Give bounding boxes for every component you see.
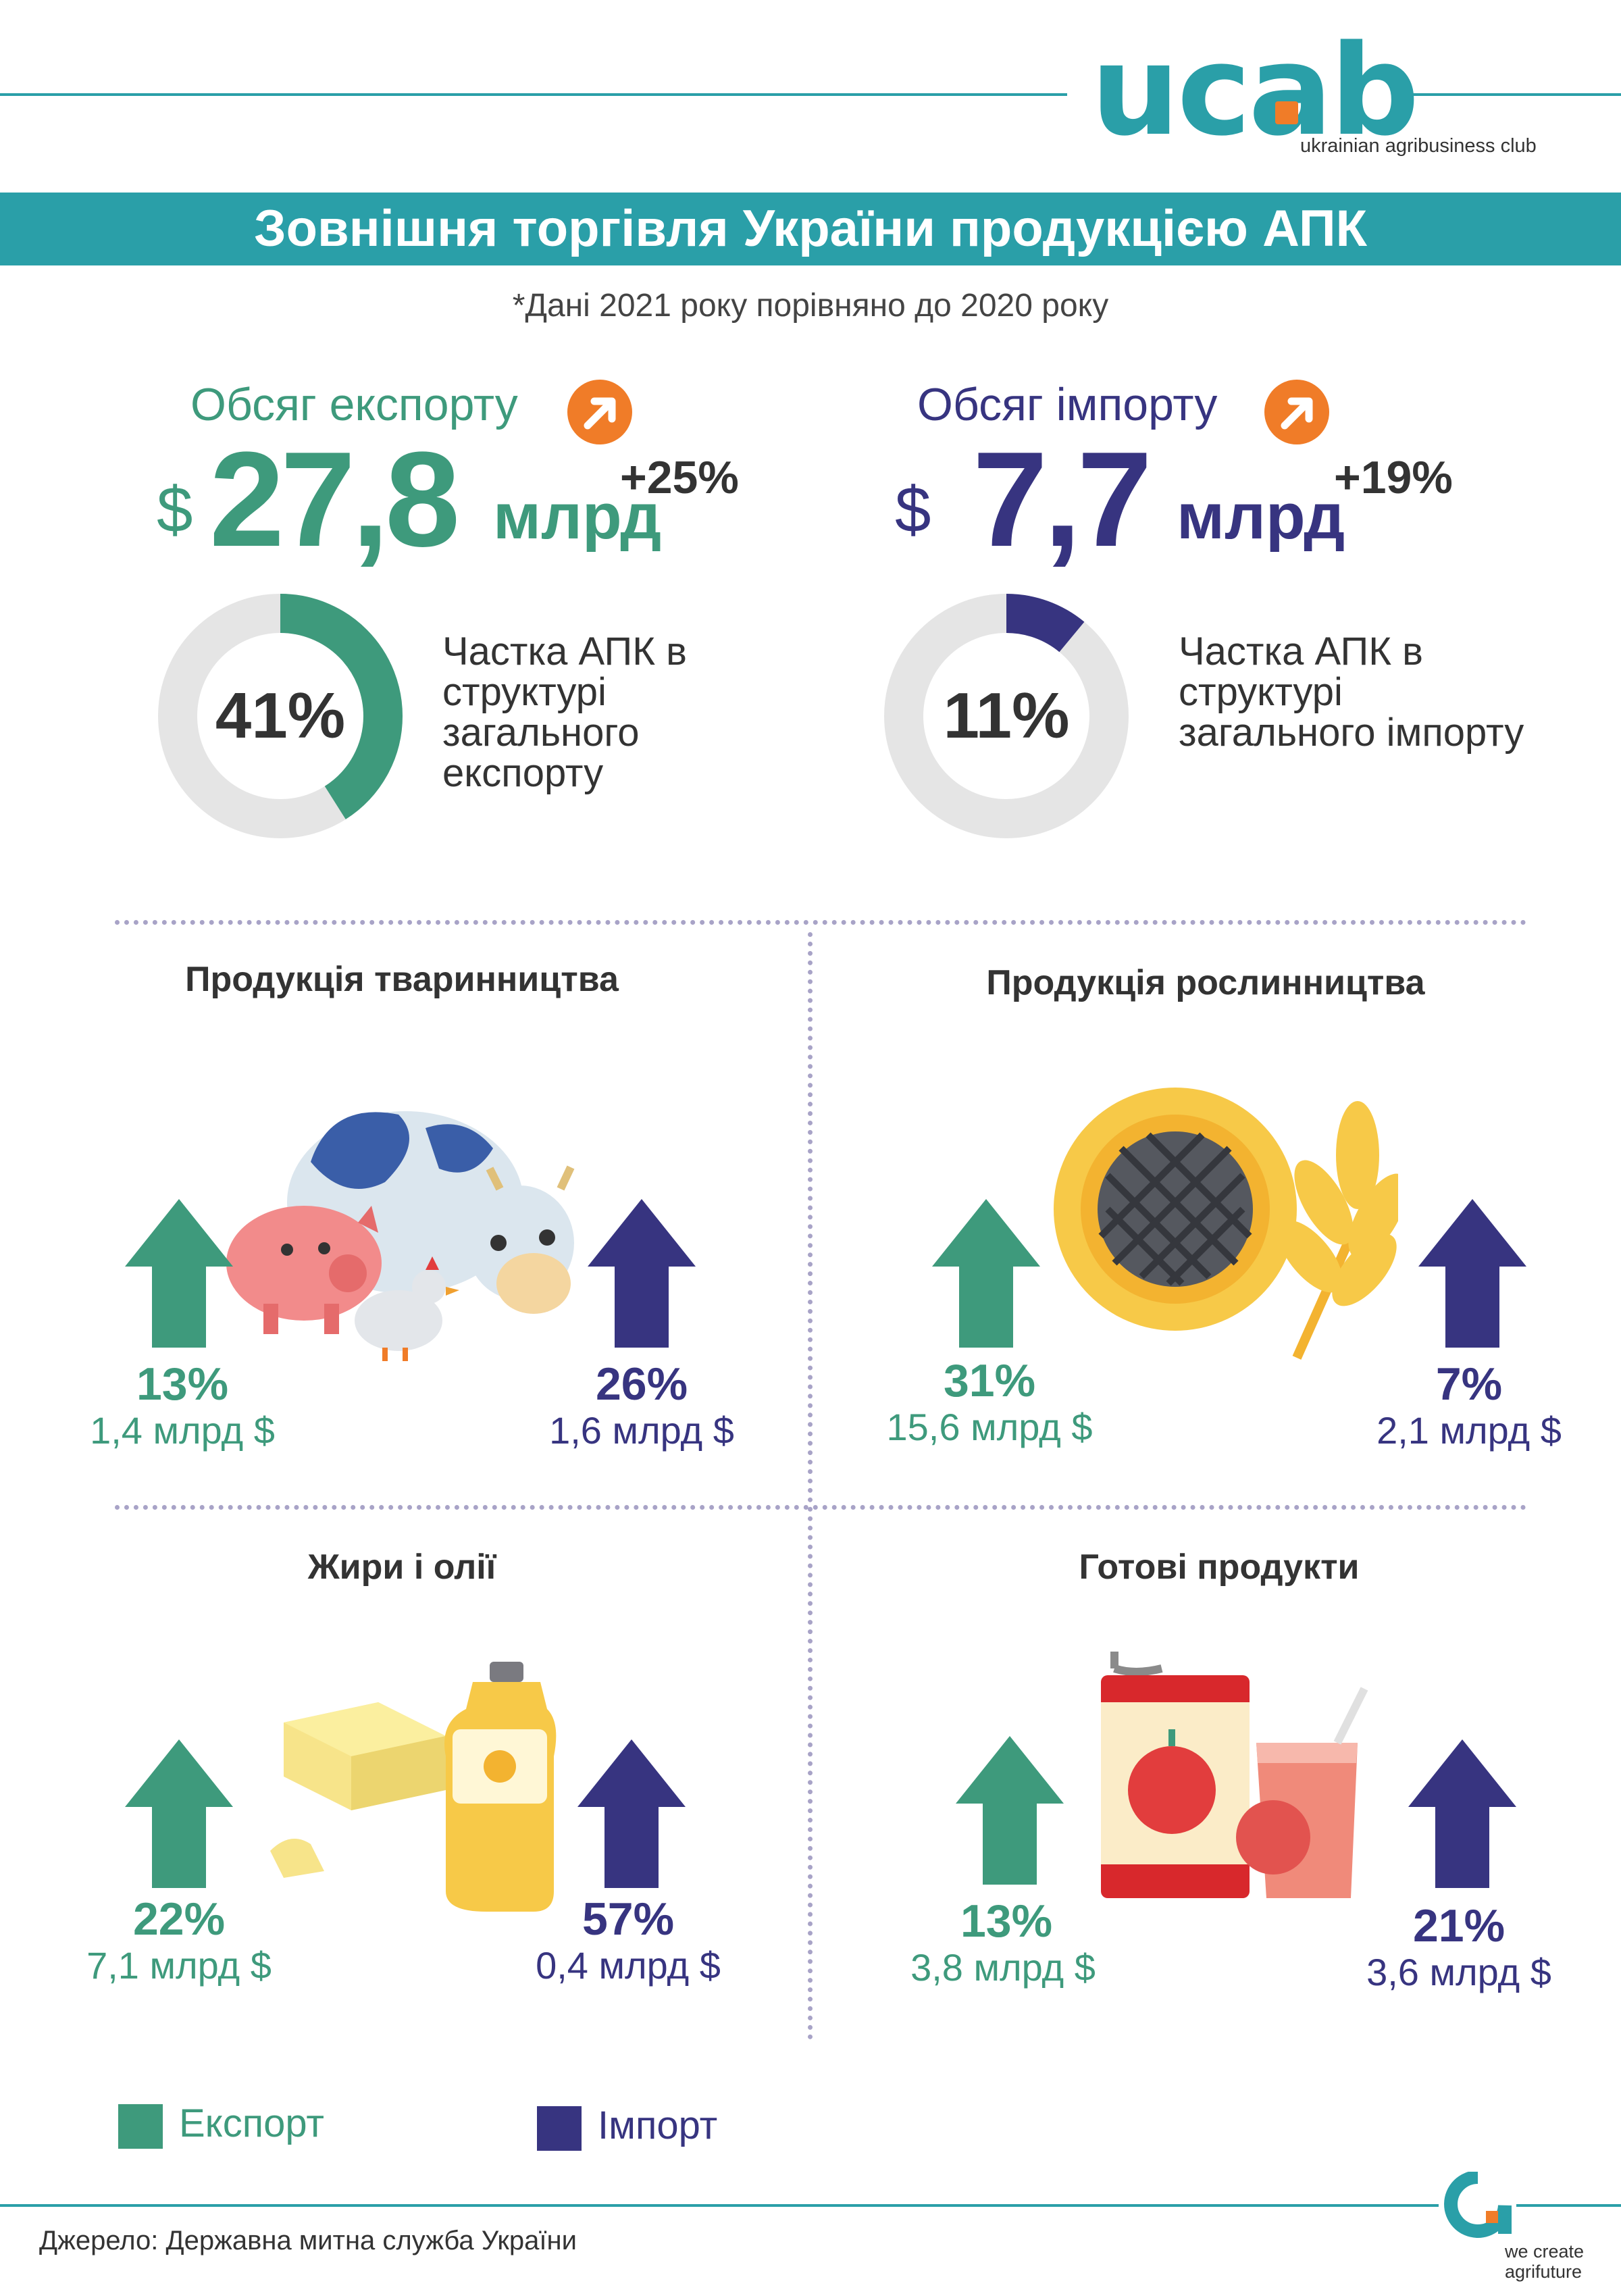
finished-export-value: 3,8 млрд $ xyxy=(910,1946,1096,1989)
source-note: Джерело: Державна митна служба України xyxy=(39,2226,577,2255)
butter-oil-icon xyxy=(263,1655,567,1925)
export-share-value: 41% xyxy=(215,680,346,752)
import-volume-label: Обсяг імпорту xyxy=(917,379,1218,430)
export-currency: $ xyxy=(157,474,193,546)
fats-export-value: 7,1 млрд $ xyxy=(86,1944,272,1987)
finished-export-arrow-icon xyxy=(956,1736,1064,1885)
section-title-livestock: Продукція тваринництва xyxy=(185,960,619,999)
livestock-icon xyxy=(223,1088,588,1371)
livestock-import-arrow-icon xyxy=(588,1199,696,1348)
legend-import-label: Імпорт xyxy=(598,2103,718,2147)
header-line-right xyxy=(1408,93,1621,96)
section-title-fats-oils: Жири і олії xyxy=(307,1548,496,1587)
finished-import-value: 3,6 млрд $ xyxy=(1366,1951,1551,1993)
footer-line-right xyxy=(1516,2204,1621,2207)
ucab-logo: ucab xyxy=(1091,18,1420,163)
fats-import-pct: 57% xyxy=(582,1893,675,1945)
livestock-import-value: 1,6 млрд $ xyxy=(549,1409,734,1452)
finished-import-pct: 21% xyxy=(1412,1900,1506,1951)
header-line-left xyxy=(0,93,1067,96)
import-unit: млрд xyxy=(1177,480,1345,553)
export-value: 27,8 xyxy=(209,424,460,575)
section-title-crops: Продукція рослинництва xyxy=(986,963,1425,1002)
crops-export-arrow-icon xyxy=(932,1199,1040,1348)
export-share-text: Частка АПК в структурі загального експор… xyxy=(442,630,687,795)
ucab-mini-logo-icon xyxy=(1444,2170,1512,2239)
export-share-arc xyxy=(158,594,403,838)
fats-import-arrow-icon xyxy=(577,1739,686,1888)
crops-import-pct: 7% xyxy=(1435,1358,1503,1410)
import-value: 7,7 xyxy=(973,424,1152,575)
crops-export-pct: 31% xyxy=(943,1355,1036,1406)
section-title-finished-products: Готові продукти xyxy=(1079,1548,1360,1587)
import-share-arc xyxy=(884,594,1129,838)
canned-juice-icon xyxy=(1094,1648,1398,1905)
page-title: Зовнішня торгівля України продукцією АПК xyxy=(0,193,1621,265)
livestock-export-value: 1,4 млрд $ xyxy=(90,1409,275,1452)
logo-subtitle: ukrainian agribusiness club xyxy=(1300,135,1537,157)
export-up-icon xyxy=(567,380,632,444)
import-currency: $ xyxy=(895,474,931,546)
livestock-import-pct: 26% xyxy=(595,1358,688,1410)
export-volume-label: Обсяг експорту xyxy=(190,379,518,430)
footer-tagline: we create agrifuture xyxy=(1505,2241,1584,2282)
legend-export-swatch xyxy=(118,2104,163,2149)
finished-export-pct: 13% xyxy=(960,1895,1053,1947)
export-change: +25% xyxy=(620,452,739,503)
logo-accent-dot xyxy=(1275,101,1298,124)
livestock-export-pct: 13% xyxy=(136,1358,229,1410)
tagline-line-2: agrifuture xyxy=(1505,2262,1583,2282)
separator-vertical xyxy=(808,932,813,2040)
export-share-donut: 41% xyxy=(155,591,405,841)
import-share-value: 11% xyxy=(943,680,1070,752)
footer-line-left xyxy=(0,2204,1439,2207)
export-unit: млрд xyxy=(493,480,662,553)
sunflower-wheat-icon xyxy=(1040,1081,1408,1364)
import-share-donut: 11% xyxy=(881,591,1131,841)
fats-import-value: 0,4 млрд $ xyxy=(536,1944,721,1987)
import-share-text: Частка АПК в структурі загального імпорт… xyxy=(1179,630,1524,755)
crops-import-arrow-icon xyxy=(1418,1199,1526,1348)
data-note: *Дані 2021 року порівняно до 2020 року xyxy=(512,288,1109,324)
legend-export-label: Експорт xyxy=(179,2101,324,2145)
livestock-export-arrow-icon xyxy=(125,1199,233,1348)
separator-top xyxy=(115,920,1526,925)
separator-middle xyxy=(115,1505,1526,1510)
fats-export-pct: 22% xyxy=(132,1893,226,1945)
finished-import-arrow-icon xyxy=(1408,1739,1516,1888)
import-change: +19% xyxy=(1334,452,1453,503)
crops-import-value: 2,1 млрд $ xyxy=(1376,1409,1562,1452)
import-up-icon xyxy=(1264,380,1329,444)
fats-export-arrow-icon xyxy=(125,1739,233,1888)
legend-import-swatch xyxy=(537,2106,582,2151)
tagline-line-1: we create xyxy=(1505,2241,1585,2262)
crops-export-value: 15,6 млрд $ xyxy=(886,1406,1093,1448)
